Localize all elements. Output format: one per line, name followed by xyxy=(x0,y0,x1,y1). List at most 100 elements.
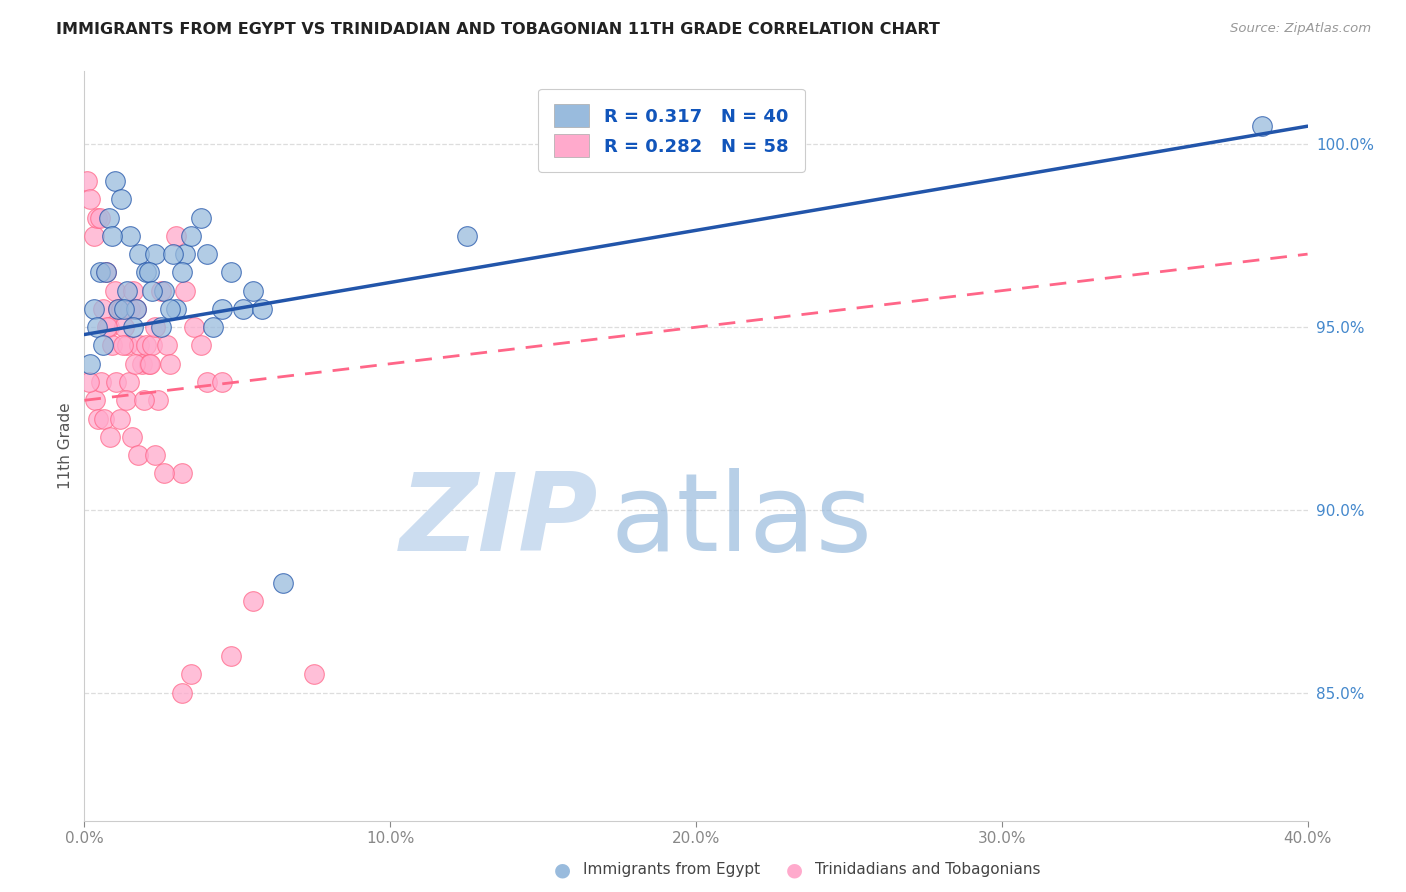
Point xyxy=(153,467,176,481)
Point xyxy=(162,247,184,261)
Point xyxy=(83,301,105,316)
Point xyxy=(195,375,218,389)
Point xyxy=(143,247,166,261)
Point xyxy=(143,320,166,334)
Point xyxy=(125,301,148,316)
Point xyxy=(219,649,242,664)
Point xyxy=(91,338,114,352)
Point xyxy=(172,265,194,279)
Point xyxy=(115,338,138,352)
Point xyxy=(101,228,124,243)
Point xyxy=(165,228,187,243)
Point xyxy=(90,375,112,389)
Point xyxy=(101,338,124,352)
Point xyxy=(96,320,118,334)
Point xyxy=(120,228,142,243)
Point xyxy=(94,265,117,279)
Text: ●: ● xyxy=(554,860,571,880)
Point xyxy=(180,667,202,681)
Point xyxy=(149,284,172,298)
Point xyxy=(127,448,149,462)
Point xyxy=(211,375,233,389)
Point xyxy=(139,357,162,371)
Point xyxy=(143,448,166,462)
Point xyxy=(111,338,134,352)
Point xyxy=(153,284,176,298)
Point xyxy=(183,320,205,334)
Point xyxy=(94,265,117,279)
Point xyxy=(77,375,100,389)
Point xyxy=(128,338,150,352)
Point xyxy=(138,265,160,279)
Point xyxy=(91,301,114,316)
Point xyxy=(174,247,197,261)
Point xyxy=(112,301,135,316)
Point xyxy=(135,338,157,352)
Point xyxy=(104,174,127,188)
Point xyxy=(132,393,155,408)
Text: ●: ● xyxy=(786,860,803,880)
Point xyxy=(190,211,212,225)
Point xyxy=(108,411,131,425)
Point xyxy=(98,430,121,444)
Point xyxy=(112,320,135,334)
Point xyxy=(76,174,98,188)
Point xyxy=(201,320,224,334)
Point xyxy=(87,411,110,425)
Text: Immigrants from Egypt: Immigrants from Egypt xyxy=(583,863,761,877)
Point xyxy=(93,411,115,425)
Point xyxy=(141,284,163,298)
Text: atlas: atlas xyxy=(610,468,872,574)
Point xyxy=(105,375,128,389)
Point xyxy=(89,265,111,279)
Point xyxy=(180,228,202,243)
Point xyxy=(122,284,145,298)
Point xyxy=(125,301,148,316)
Text: Source: ZipAtlas.com: Source: ZipAtlas.com xyxy=(1230,22,1371,36)
Point xyxy=(114,393,136,408)
Point xyxy=(149,320,172,334)
Point xyxy=(219,265,242,279)
Point xyxy=(172,467,194,481)
Point xyxy=(84,393,107,408)
Point xyxy=(232,301,254,316)
Point xyxy=(159,357,181,371)
Point xyxy=(79,357,101,371)
Y-axis label: 11th Grade: 11th Grade xyxy=(58,402,73,490)
Text: Trinidadians and Tobagonians: Trinidadians and Tobagonians xyxy=(815,863,1040,877)
Point xyxy=(118,375,141,389)
Point xyxy=(107,301,129,316)
Point xyxy=(211,301,233,316)
Point xyxy=(141,338,163,352)
Point xyxy=(242,594,264,608)
Point xyxy=(159,301,181,316)
Point xyxy=(97,320,120,334)
Point xyxy=(83,228,105,243)
Point xyxy=(128,247,150,261)
Point xyxy=(271,576,294,591)
Point xyxy=(156,338,179,352)
Point xyxy=(120,301,142,316)
Point xyxy=(172,686,194,700)
Point xyxy=(456,228,478,243)
Point xyxy=(86,211,108,225)
Point xyxy=(97,211,120,225)
Point xyxy=(190,338,212,352)
Point xyxy=(110,301,132,316)
Point xyxy=(146,393,169,408)
Text: ZIP: ZIP xyxy=(399,468,598,574)
Point xyxy=(121,430,143,444)
Point xyxy=(165,301,187,316)
Point xyxy=(195,247,218,261)
Point xyxy=(138,357,160,371)
Point xyxy=(104,284,127,298)
Point xyxy=(1250,119,1272,133)
Point xyxy=(242,284,264,298)
Text: IMMIGRANTS FROM EGYPT VS TRINIDADIAN AND TOBAGONIAN 11TH GRADE CORRELATION CHART: IMMIGRANTS FROM EGYPT VS TRINIDADIAN AND… xyxy=(56,22,941,37)
Point xyxy=(302,667,325,681)
Point xyxy=(122,320,145,334)
Point xyxy=(86,320,108,334)
Point xyxy=(174,284,197,298)
Point xyxy=(250,301,273,316)
Point xyxy=(135,265,157,279)
